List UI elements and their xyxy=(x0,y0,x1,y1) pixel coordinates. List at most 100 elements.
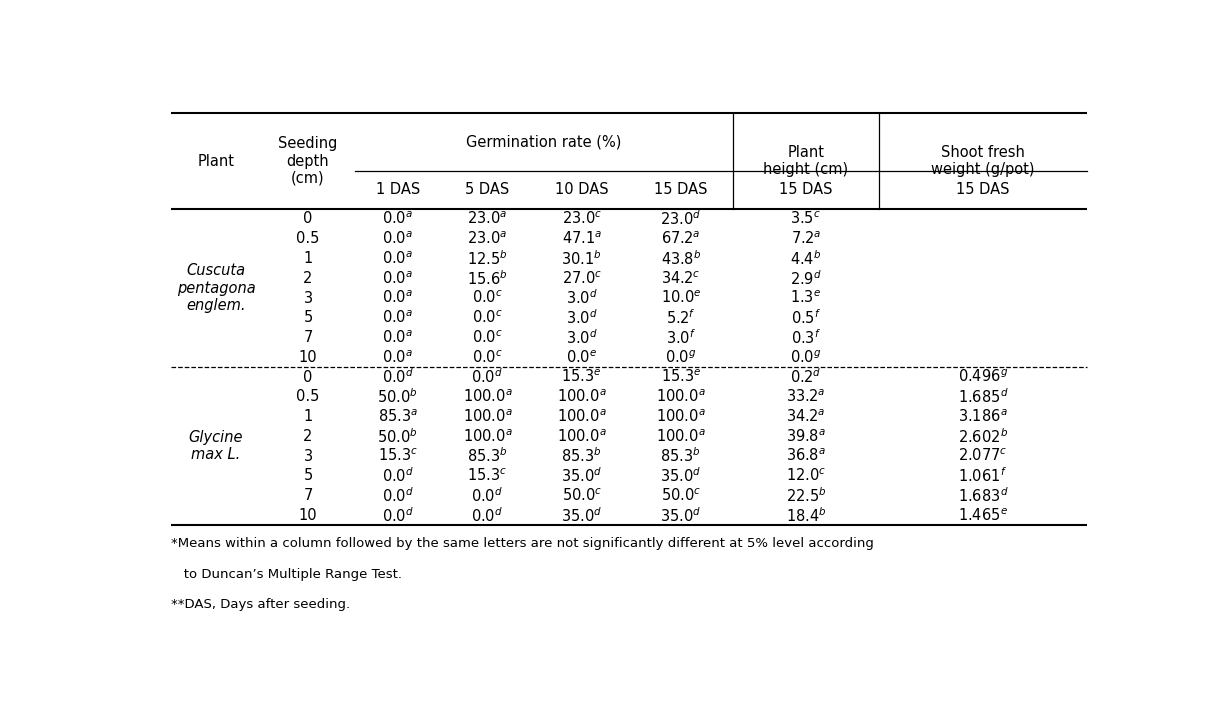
Text: 10: 10 xyxy=(298,350,318,365)
Text: 10 DAS: 10 DAS xyxy=(555,183,609,198)
Text: 100.0$^{a}$: 100.0$^{a}$ xyxy=(463,409,513,425)
Text: 1.3$^{e}$: 1.3$^{e}$ xyxy=(790,289,822,307)
Text: 50.0$^{b}$: 50.0$^{b}$ xyxy=(378,427,418,446)
Text: 15.3$^{c}$: 15.3$^{c}$ xyxy=(378,448,418,464)
Text: 0.0$^{d}$: 0.0$^{d}$ xyxy=(381,486,414,505)
Text: 0.0$^{d}$: 0.0$^{d}$ xyxy=(471,368,503,386)
Text: 39.8$^{a}$: 39.8$^{a}$ xyxy=(786,428,826,445)
Text: Cuscuta
pentagona
englem.: Cuscuta pentagona englem. xyxy=(177,263,256,313)
Text: 23.0$^{a}$: 23.0$^{a}$ xyxy=(468,230,508,247)
Text: 0.0$^{a}$: 0.0$^{a}$ xyxy=(382,270,413,287)
Text: 0.0$^{c}$: 0.0$^{c}$ xyxy=(471,349,503,366)
Text: 30.1$^{b}$: 30.1$^{b}$ xyxy=(561,249,602,268)
Text: 5.2$^{f}$: 5.2$^{f}$ xyxy=(666,309,695,327)
Text: 0.0$^{g}$: 0.0$^{g}$ xyxy=(790,349,822,366)
Text: 0: 0 xyxy=(303,212,313,227)
Text: 22.5$^{b}$: 22.5$^{b}$ xyxy=(786,486,826,505)
Text: 0: 0 xyxy=(303,369,313,384)
Text: 27.0$^{c}$: 27.0$^{c}$ xyxy=(561,270,602,287)
Text: 0.0$^{a}$: 0.0$^{a}$ xyxy=(382,230,413,247)
Text: 50.0$^{c}$: 50.0$^{c}$ xyxy=(660,488,702,504)
Text: 0.5$^{f}$: 0.5$^{f}$ xyxy=(790,309,821,327)
Text: 3.0$^{f}$: 3.0$^{f}$ xyxy=(666,328,695,347)
Text: 5: 5 xyxy=(303,310,313,325)
Text: 0.0$^{d}$: 0.0$^{d}$ xyxy=(471,486,503,505)
Text: 35.0$^{d}$: 35.0$^{d}$ xyxy=(561,506,603,525)
Text: 0.0$^{a}$: 0.0$^{a}$ xyxy=(382,329,413,346)
Text: 100.0$^{a}$: 100.0$^{a}$ xyxy=(557,389,607,405)
Text: 15 DAS: 15 DAS xyxy=(956,183,1010,198)
Text: Shoot fresh
weight (g/pot): Shoot fresh weight (g/pot) xyxy=(932,145,1034,178)
Text: 1: 1 xyxy=(303,409,313,424)
Text: 0.0$^{g}$: 0.0$^{g}$ xyxy=(665,349,697,366)
Text: Seeding
depth
(cm): Seeding depth (cm) xyxy=(279,136,337,186)
Text: 0.0$^{e}$: 0.0$^{e}$ xyxy=(566,349,597,366)
Text: 0.0$^{a}$: 0.0$^{a}$ xyxy=(382,349,413,366)
Text: 7: 7 xyxy=(303,330,313,345)
Text: 100.0$^{a}$: 100.0$^{a}$ xyxy=(557,428,607,445)
Text: 0.0$^{d}$: 0.0$^{d}$ xyxy=(471,506,503,525)
Text: 3.5$^{c}$: 3.5$^{c}$ xyxy=(790,210,821,227)
Text: 23.0$^{c}$: 23.0$^{c}$ xyxy=(561,210,602,227)
Text: 15.3$^{c}$: 15.3$^{c}$ xyxy=(468,468,508,484)
Text: 0.0$^{a}$: 0.0$^{a}$ xyxy=(382,210,413,227)
Text: 43.8$^{b}$: 43.8$^{b}$ xyxy=(660,249,702,268)
Text: 67.2$^{a}$: 67.2$^{a}$ xyxy=(661,230,700,247)
Text: 1.683$^{d}$: 1.683$^{d}$ xyxy=(957,486,1009,505)
Text: 3.0$^{d}$: 3.0$^{d}$ xyxy=(566,289,598,307)
Text: 36.8$^{a}$: 36.8$^{a}$ xyxy=(786,448,826,464)
Text: 0.0$^{a}$: 0.0$^{a}$ xyxy=(382,309,413,326)
Text: 0.3$^{f}$: 0.3$^{f}$ xyxy=(790,328,821,347)
Text: 5: 5 xyxy=(303,468,313,483)
Text: 50.0$^{b}$: 50.0$^{b}$ xyxy=(378,387,418,406)
Text: 3.186$^{a}$: 3.186$^{a}$ xyxy=(959,409,1007,425)
Text: 15.3$^{e}$: 15.3$^{e}$ xyxy=(561,369,602,386)
Text: 0.496$^{g}$: 0.496$^{g}$ xyxy=(957,369,1009,386)
Text: 0.0$^{d}$: 0.0$^{d}$ xyxy=(381,506,414,525)
Text: 34.2$^{c}$: 34.2$^{c}$ xyxy=(661,270,700,287)
Text: 1 DAS: 1 DAS xyxy=(375,183,420,198)
Text: 2: 2 xyxy=(303,271,313,286)
Text: 0.5: 0.5 xyxy=(296,231,319,246)
Text: 2.077$^{c}$: 2.077$^{c}$ xyxy=(959,448,1007,464)
Text: 4.4$^{b}$: 4.4$^{b}$ xyxy=(790,249,822,268)
Text: Plant
height (cm): Plant height (cm) xyxy=(764,145,849,178)
Text: 47.1$^{a}$: 47.1$^{a}$ xyxy=(561,230,602,247)
Text: 35.0$^{d}$: 35.0$^{d}$ xyxy=(660,466,702,486)
Text: 3.0$^{d}$: 3.0$^{d}$ xyxy=(566,309,598,327)
Text: 34.2$^{a}$: 34.2$^{a}$ xyxy=(786,409,826,425)
Text: 100.0$^{a}$: 100.0$^{a}$ xyxy=(657,409,705,425)
Text: 85.3$^{a}$: 85.3$^{a}$ xyxy=(378,409,418,425)
Text: 0.0$^{d}$: 0.0$^{d}$ xyxy=(381,466,414,486)
Text: Glycine
max L.: Glycine max L. xyxy=(189,430,244,463)
Text: 85.3$^{b}$: 85.3$^{b}$ xyxy=(466,447,508,466)
Text: 1.061$^{f}$: 1.061$^{f}$ xyxy=(959,466,1007,486)
Text: 1.465$^{e}$: 1.465$^{e}$ xyxy=(959,507,1007,524)
Text: Germination rate (%): Germination rate (%) xyxy=(466,134,621,149)
Text: 0.0$^{c}$: 0.0$^{c}$ xyxy=(471,289,503,307)
Text: 7: 7 xyxy=(303,488,313,503)
Text: 23.0$^{a}$: 23.0$^{a}$ xyxy=(468,210,508,227)
Text: 0.0$^{a}$: 0.0$^{a}$ xyxy=(382,250,413,267)
Text: 100.0$^{a}$: 100.0$^{a}$ xyxy=(657,389,705,405)
Text: to Duncan’s Multiple Range Test.: to Duncan’s Multiple Range Test. xyxy=(171,568,402,580)
Text: 23.0$^{d}$: 23.0$^{d}$ xyxy=(660,210,702,228)
Text: 18.4$^{b}$: 18.4$^{b}$ xyxy=(786,506,826,525)
Text: **DAS, Days after seeding.: **DAS, Days after seeding. xyxy=(171,597,351,611)
Text: 3.0$^{d}$: 3.0$^{d}$ xyxy=(566,328,598,347)
Text: 0.0$^{a}$: 0.0$^{a}$ xyxy=(382,289,413,307)
Text: 100.0$^{a}$: 100.0$^{a}$ xyxy=(557,409,607,425)
Text: 0.0$^{c}$: 0.0$^{c}$ xyxy=(471,329,503,346)
Text: 100.0$^{a}$: 100.0$^{a}$ xyxy=(657,428,705,445)
Text: 2.9$^{d}$: 2.9$^{d}$ xyxy=(790,269,822,287)
Text: 5 DAS: 5 DAS xyxy=(465,183,509,198)
Text: 15 DAS: 15 DAS xyxy=(654,183,708,198)
Text: 85.3$^{b}$: 85.3$^{b}$ xyxy=(561,447,602,466)
Text: 33.2$^{a}$: 33.2$^{a}$ xyxy=(786,389,826,405)
Text: 50.0$^{c}$: 50.0$^{c}$ xyxy=(561,488,602,504)
Text: 3: 3 xyxy=(303,448,313,463)
Text: 15.3$^{e}$: 15.3$^{e}$ xyxy=(660,369,702,386)
Text: 10: 10 xyxy=(298,508,318,523)
Text: 10.0$^{e}$: 10.0$^{e}$ xyxy=(660,289,702,307)
Text: 0.0$^{c}$: 0.0$^{c}$ xyxy=(471,309,503,326)
